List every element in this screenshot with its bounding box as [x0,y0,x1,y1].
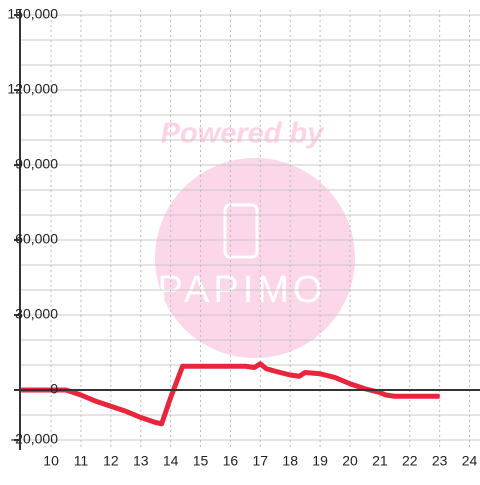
y-tick-label: 150,000 [7,6,58,22]
x-tick-label: 18 [282,453,298,469]
x-tick-label: 10 [43,453,59,469]
x-tick-label: 15 [193,453,209,469]
x-tick-label: 11 [74,453,89,469]
x-tick-label: 20 [342,453,358,469]
x-tick-label: 13 [133,453,149,469]
x-tick-label: 14 [163,453,179,469]
line-series [21,361,440,427]
x-tick-label: 19 [312,453,328,469]
y-tick-label: 0 [50,381,58,397]
grid [20,10,480,450]
y-tick-label: 60,000 [15,231,58,247]
watermark-layer: Powered by PAPIMO [155,118,355,358]
x-tick-label: 24 [462,453,478,469]
watermark-circle [155,158,355,358]
x-tick-label: 17 [253,453,269,469]
x-tick-label: 16 [223,453,239,469]
x-tick-label: 23 [432,453,448,469]
watermark-text: Powered by [161,118,326,150]
x-tick-label: 22 [402,453,418,469]
x-tick-label: 21 [372,453,388,469]
y-tick-label: 30,000 [15,306,58,322]
y-tick-label: 120,000 [7,81,58,97]
plot [21,361,440,427]
y-tick-label: -20,000 [11,431,59,447]
watermark-phone [223,203,259,259]
x-tick-label: 12 [103,453,119,469]
y-tick-label: 90,000 [15,156,58,172]
